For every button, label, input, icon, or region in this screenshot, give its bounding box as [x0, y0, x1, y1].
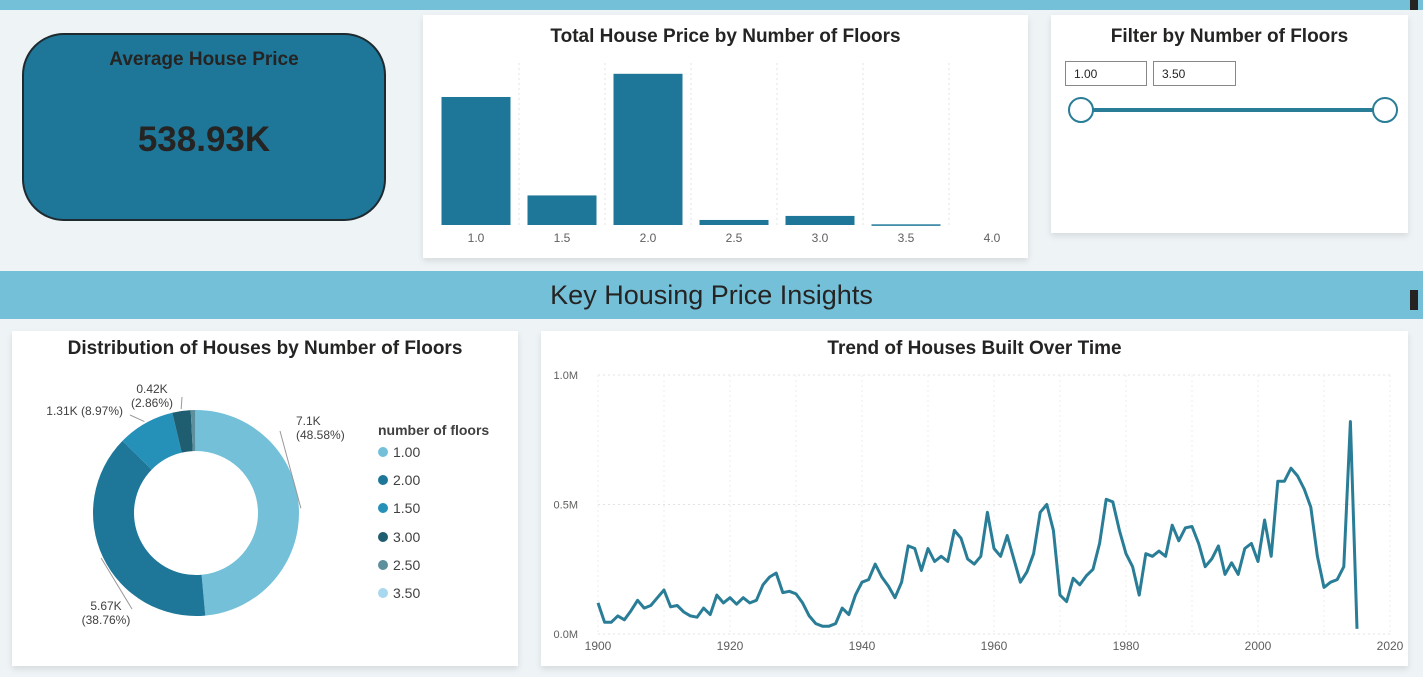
- bar-1.0[interactable]: [441, 96, 511, 225]
- line-y-tick: 1.0M: [554, 370, 578, 382]
- donut-data-label: (38.76%): [82, 613, 131, 627]
- legend-item-1.50[interactable]: 1.50: [378, 500, 420, 516]
- section-banner: Key Housing Price Insights: [0, 271, 1423, 319]
- average-price-card: Average House Price 538.93K: [22, 33, 386, 221]
- slider-handle-max[interactable]: [1372, 97, 1398, 123]
- filter-min-input[interactable]: 1.00: [1065, 61, 1147, 86]
- legend-label: 3.00: [393, 528, 421, 545]
- donut-data-label: 1.31K (8.97%): [46, 404, 123, 418]
- donut-leader-line: [129, 414, 145, 423]
- kpi-label: Average House Price: [109, 49, 299, 70]
- line-y-tick: 0.5M: [554, 500, 578, 512]
- legend-item-2.50[interactable]: 2.50: [378, 557, 420, 573]
- donut-slice-3.00[interactable]: [172, 410, 193, 453]
- donut-data-label: 0.42K: [136, 382, 167, 396]
- legend-label: 3.50: [393, 585, 421, 601]
- range-slider[interactable]: [1051, 85, 1408, 145]
- bar-2.0[interactable]: [613, 73, 683, 225]
- line-x-tick: 1900: [585, 639, 612, 653]
- donut-chart: 7.1K(48.58%) 5.67K(38.76%) 1.31K (8.97%) 0.…: [46, 382, 345, 627]
- legend-label: 2.00: [393, 472, 421, 489]
- line-x-tick: 1980: [1113, 639, 1140, 653]
- bar-x-tick: 2.5: [726, 231, 743, 245]
- section-scroll-marker[interactable]: [1410, 290, 1418, 310]
- legend-item-1.00[interactable]: 1.00: [378, 444, 420, 460]
- bar-x-tick: 1.5: [554, 231, 571, 245]
- donut-slice-1.00[interactable]: [196, 410, 300, 616]
- bar-x-tick: 2.0: [640, 231, 657, 245]
- legend-label: 1.00: [393, 444, 421, 460]
- top-scroll-marker[interactable]: [1410, 0, 1418, 10]
- donut-data-label: (48.58%): [296, 428, 345, 442]
- bar-3.0[interactable]: [785, 215, 855, 225]
- donut-slice-2.50[interactable]: [190, 410, 196, 452]
- kpi-value: 538.93K: [137, 120, 271, 159]
- legend-item-3.00[interactable]: 3.00: [378, 529, 420, 545]
- legend-label: 2.50: [393, 556, 421, 573]
- bar-1.5[interactable]: [527, 195, 597, 225]
- bar-x-tick: 3.5: [898, 231, 915, 245]
- legend-label: 1.50: [393, 500, 421, 517]
- legend-dot-icon: [378, 475, 388, 486]
- donut-data-label: 5.67K: [90, 599, 121, 613]
- line-x-tick: 1920: [717, 639, 744, 653]
- bar-x-tick: 4.0: [984, 231, 1001, 245]
- line-y-tick: 0.0M: [554, 629, 578, 641]
- bar-chart-card: Total House Price by Number of Floors 1.…: [423, 15, 1028, 258]
- bar-2.5[interactable]: [699, 219, 769, 225]
- line-x-tick: 2000: [1245, 639, 1272, 653]
- filter-title: Filter by Number of Floors: [1110, 26, 1349, 47]
- bar-chart: 1.0 1.5 2.0 2.5 3.0 3.5 4.0: [441, 63, 1001, 245]
- legend-dot-icon: [378, 447, 388, 457]
- legend-item-3.50[interactable]: 3.50: [378, 585, 420, 601]
- donut-leader-line: [279, 430, 302, 509]
- section-title: Key Housing Price Insights: [550, 279, 873, 310]
- line-x-tick: 1940: [849, 639, 876, 653]
- line-series-houses-built[interactable]: [596, 420, 1359, 629]
- bar-x-tick: 3.0: [812, 231, 829, 245]
- donut-data-label: 7.1K: [296, 414, 321, 428]
- legend-item-2.00[interactable]: 2.00: [378, 472, 420, 488]
- bar-3.5[interactable]: [871, 224, 941, 226]
- slider-handle-min[interactable]: [1068, 97, 1094, 123]
- donut-slice-1.50[interactable]: [122, 412, 182, 470]
- donut-leader-line: [180, 396, 183, 410]
- legend-dot-icon: [378, 588, 388, 598]
- donut-data-label: (2.86%): [131, 396, 173, 410]
- donut-chart-card: Distribution of Houses by Number of Floo…: [12, 331, 518, 666]
- bar-x-tick: 1.0: [468, 231, 485, 245]
- top-banner: [0, 0, 1423, 10]
- bar-chart-title: Total House Price by Number of Floors: [550, 26, 901, 47]
- donut-chart-title: Distribution of Houses by Number of Floo…: [67, 338, 463, 359]
- line-chart: 0.0M 0.5M 1.0M 1900 1920 1940 1960 1980 2000 2020: [554, 370, 1404, 653]
- line-chart-title: Trend of Houses Built Over Time: [827, 338, 1122, 359]
- legend-dot-icon: [378, 531, 388, 542]
- donut-slice-2.00[interactable]: [92, 440, 206, 616]
- line-x-tick: 2020: [1377, 639, 1404, 653]
- filter-max-input[interactable]: 3.50: [1153, 61, 1236, 86]
- legend-title: number of floors: [378, 422, 490, 438]
- line-chart-card: Trend of Houses Built Over Time 0.0M 0.5M…: [541, 331, 1408, 666]
- legend-dot-icon: [378, 503, 388, 514]
- donut-leader-line: [100, 557, 133, 610]
- line-x-tick: 1960: [981, 639, 1008, 653]
- legend-dot-icon: [378, 559, 388, 570]
- filter-card: Filter by Number of Floors 1.00 3.50: [1051, 15, 1408, 233]
